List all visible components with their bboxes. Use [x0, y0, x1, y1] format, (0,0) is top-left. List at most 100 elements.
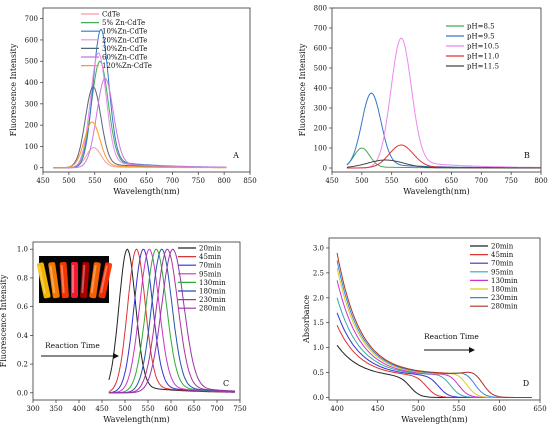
series-line: [346, 159, 541, 169]
plot-frame: [328, 237, 541, 401]
arrow-head: [113, 353, 119, 359]
y-tick-label: 400: [314, 85, 327, 93]
x-axis-title: Wavelength(nm): [403, 187, 469, 196]
y-tick-label: 0.5: [313, 369, 324, 377]
y-tick-label: 100: [25, 143, 38, 151]
series-line: [53, 121, 227, 169]
legend-label: 95min: [199, 270, 222, 278]
y-tick-label: 0.8: [17, 274, 28, 282]
x-tick-label: 600: [493, 405, 506, 413]
vial-highlight: [100, 265, 108, 294]
legend-label: 180min: [491, 286, 518, 294]
y-tick-label: 0.4: [17, 332, 29, 340]
series-line: [336, 260, 532, 398]
legend-label: 280min: [199, 305, 226, 313]
x-tick-label: 800: [217, 177, 230, 185]
x-tick-label: 700: [210, 405, 223, 413]
y-tick-label: 0: [34, 164, 38, 172]
x-tick-label: 300: [26, 405, 39, 413]
panel-a: 450 500 550 600 650 700 750 800 850 0 100 200 300 400…: [9, 7, 257, 196]
y-tick-label: 800: [314, 5, 327, 13]
reaction-time-label: Reaction Time: [45, 341, 100, 350]
legend-label: 130min: [491, 277, 518, 285]
x-tick-label: 650: [140, 177, 153, 185]
y-tick-label: 0.2: [17, 361, 28, 369]
legend-label: 130min: [199, 279, 226, 287]
x-tick-label: 600: [114, 177, 127, 185]
legend-label: pH=8.5: [467, 23, 495, 31]
x-axis-title: Wavelength(nm): [401, 415, 467, 424]
y-tick-label: 500: [314, 65, 327, 73]
vial-highlight: [90, 264, 97, 293]
x-tick-label: 500: [118, 405, 131, 413]
x-tick-label: 650: [533, 405, 546, 413]
legend-label: pH=10.5: [467, 43, 499, 51]
x-tick-label: 400: [330, 405, 343, 413]
y-tick-label: 400: [25, 79, 38, 87]
legend-label: 280min: [491, 303, 518, 311]
x-tick-label: 650: [187, 405, 200, 413]
series-line: [336, 252, 532, 398]
vial-highlight: [81, 264, 86, 293]
vial-highlight: [72, 265, 74, 293]
y-tick-label: 700: [314, 25, 327, 33]
y-tick-label: 1.0: [313, 344, 324, 352]
series-line: [336, 312, 532, 398]
y-tick-label: 600: [25, 36, 38, 44]
vial: [98, 262, 113, 299]
legend-label: 45min: [491, 251, 514, 259]
x-tick-label: 750: [233, 405, 246, 413]
panel-d: 400 450 500 550 600 650 0.0 0.5 1.0 1.5 2.0 2.5 3.0 W…: [302, 237, 547, 424]
legend-label: pH=11.5: [467, 63, 499, 71]
x-tick-label: 350: [49, 405, 62, 413]
vial-highlight: [60, 265, 65, 294]
x-tick-label: 450: [95, 405, 108, 413]
y-tick-label: 0.0: [313, 394, 324, 402]
series-line: [108, 248, 235, 394]
x-tick-label: 700: [166, 177, 179, 185]
legend-label: 230min: [491, 294, 518, 302]
legend-label: 10%Zn-CdTe: [102, 28, 147, 36]
plot-frame: [32, 241, 241, 401]
y-tick-label: 100: [314, 145, 327, 153]
x-tick-label: 550: [385, 177, 398, 185]
series-line: [53, 77, 227, 169]
vial: [48, 262, 60, 299]
x-tick-label: 450: [36, 177, 49, 185]
panel-c: 300 350 400 450 500 550 600 650 700 750 0.0 0.2 0.4 0…: [0, 241, 247, 424]
arrow-head: [469, 347, 475, 353]
x-tick-label: 450: [371, 405, 384, 413]
x-tick-label: 550: [88, 177, 101, 185]
panel-letter: B: [524, 151, 530, 160]
x-tick-label: 700: [475, 177, 488, 185]
x-tick-label: 750: [192, 177, 205, 185]
panel-letter: D: [523, 379, 529, 388]
panel-letter: A: [232, 151, 239, 160]
x-axis-title: Wavelength(nm): [103, 415, 169, 424]
x-tick-label: 400: [72, 405, 85, 413]
legend-label: 60%Zn-CdTe: [102, 54, 147, 62]
y-tick-label: 3.0: [313, 244, 324, 252]
legend-label: 180min: [199, 288, 226, 296]
y-axis-title: Fluorescence Intensity: [9, 43, 18, 136]
x-tick-label: 800: [534, 177, 547, 185]
y-axis-title: Fluorescence Intensity: [0, 274, 8, 367]
x-tick-label: 500: [355, 177, 368, 185]
vial-highlight: [49, 265, 56, 294]
y-tick-label: 300: [25, 100, 38, 108]
x-tick-label: 550: [452, 405, 465, 413]
x-tick-label: 500: [62, 177, 75, 185]
x-axis-title: Wavelength(nm): [113, 187, 179, 196]
y-tick-label: 0.6: [17, 303, 29, 311]
vial-highlight: [38, 265, 46, 294]
x-tick-label: 600: [415, 177, 428, 185]
x-tick-label: 600: [164, 405, 177, 413]
y-tick-label: 200: [314, 125, 327, 133]
y-tick-label: 1.5: [313, 319, 324, 327]
y-tick-label: 1.0: [17, 246, 28, 254]
legend-label: pH=11.0: [467, 53, 499, 61]
plot-frame: [331, 7, 542, 173]
legend-label: 70min: [491, 260, 514, 268]
legend-label: 5% Zn-CdTe: [102, 19, 145, 27]
vial: [36, 262, 51, 299]
